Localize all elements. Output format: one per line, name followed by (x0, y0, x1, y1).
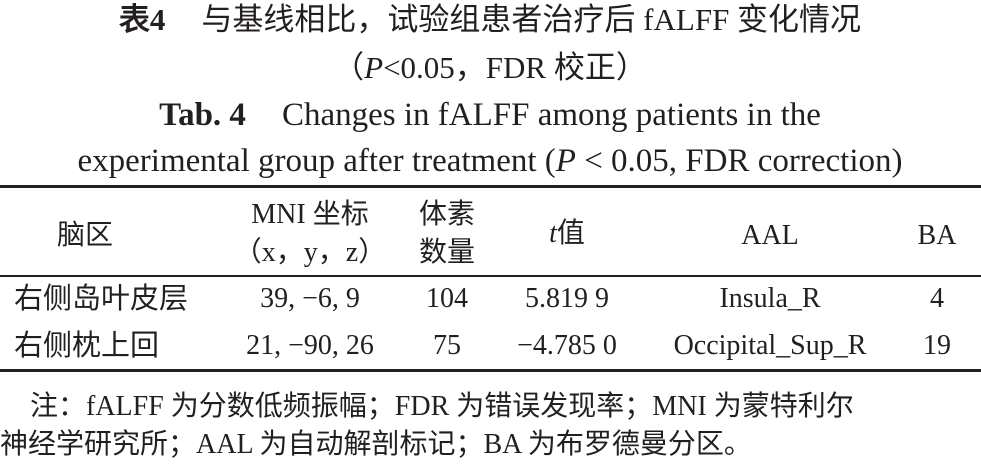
header-cell: AAL (741, 220, 799, 251)
table-cell: Occipital_Sup_R (673, 330, 867, 361)
table-cell: 4 (930, 283, 944, 314)
table-cell: 5.819 9 (525, 283, 609, 314)
caption-cn: 表4 与基线相比，试验组患者治疗后 fALFF 变化情况 (119, 4, 861, 35)
text: t (549, 218, 557, 249)
table-cell: 21, −90, 26 (246, 330, 374, 361)
table-cell: 右侧岛叶皮层 (14, 283, 189, 315)
top-rule (0, 185, 981, 188)
header-cell: MNI 坐标 (251, 199, 369, 230)
caption-en: Tab. 4 Changes in fALFF among patients in… (159, 99, 821, 132)
caption-label: Tab. 4 (159, 97, 246, 133)
header-cell: 脑区 (56, 220, 114, 251)
note: 神经学研究所；AAL 为自动解剖标记；BA 为布罗德曼分区。 (0, 429, 752, 460)
table-cell: Insula_R (719, 283, 821, 314)
table-cell: −4.785 0 (517, 330, 617, 361)
text: experimental group after treatment ( (77, 143, 556, 179)
header-cell: 数量 (418, 237, 476, 268)
header-cell: BA (917, 220, 957, 251)
header-cell: t值 (549, 220, 585, 248)
bottom-rule (0, 369, 981, 372)
table-cell: 104 (426, 283, 468, 314)
text: 值 (556, 218, 585, 249)
mid-rule (0, 275, 981, 277)
header-cell: 体素 (418, 199, 476, 230)
text: （ (333, 50, 365, 85)
table-cell: 39, −6, 9 (260, 283, 360, 314)
text: P (555, 143, 576, 179)
text: <0.05，FDR 校正） (383, 50, 647, 85)
text: < 0.05, FDR correction) (575, 143, 903, 179)
caption-label: 表4 (118, 2, 166, 37)
table-cell: 19 (923, 330, 951, 361)
caption-title: 与基线相比，试验组患者治疗后 fALFF 变化情况 (201, 2, 862, 37)
caption-condition: （P<0.05，FDR 校正） (333, 52, 647, 83)
note: 注：fALFF 为分数低频振幅；FDR 为错误发现率；MNI 为蒙特利尔 (30, 391, 854, 422)
text: P (364, 50, 384, 85)
caption-title: Changes in fALFF among patients in the (281, 97, 821, 133)
table-cell: 右侧枕上回 (14, 330, 160, 362)
table-cell: 75 (433, 330, 461, 361)
caption-en-2: experimental group after treatment (P < … (77, 145, 902, 178)
header-cell: （x，y，z） (233, 237, 387, 268)
